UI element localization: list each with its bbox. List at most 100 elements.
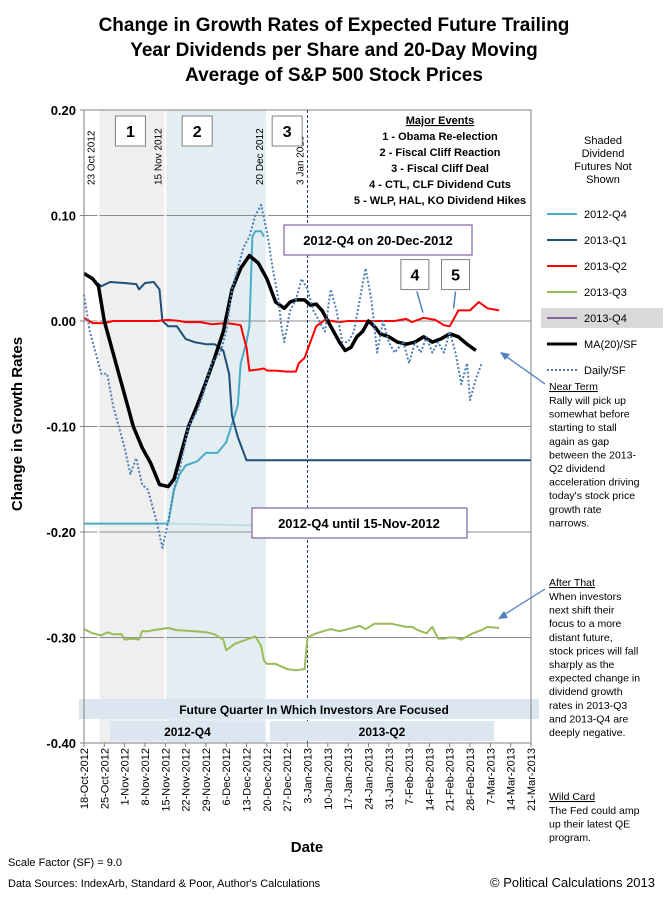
x-tick-label: 31-Jan-2013 (384, 748, 396, 810)
region-number-box (114, 115, 146, 147)
x-tick-label: 28-Feb-2013 (465, 748, 477, 811)
major-event-item: 3 - Fiscal Cliff Deal (391, 163, 489, 175)
x-tick-label: 13-Dec-2012 (242, 748, 254, 812)
near-term-note-line: today's stock price (549, 490, 635, 502)
y-tick-label: -0.10 (46, 420, 76, 435)
after-that-note-line: next shift their (549, 605, 615, 617)
x-tick-label: 14-Feb-2013 (424, 748, 436, 811)
near-term-note-title: Near Term (549, 381, 598, 393)
x-tick-label: 22-Nov-2012 (181, 748, 193, 812)
after-that-note-line: and 2013-Q4 are (549, 713, 629, 725)
after-that-note-line: deeply negative. (549, 727, 625, 739)
near-term-note-line: starting to stall (549, 422, 617, 434)
near-term-note-line: again as gap (549, 436, 609, 448)
chart-annotations: 1 2 3 Major Events 1 - Obama Re-election 2 - … (114, 115, 526, 539)
series-line (84, 230, 265, 525)
legend-label: 2012-Q4 (584, 209, 627, 221)
x-tick-label: 6-Dec-2012 (221, 748, 233, 805)
x-tick-label: 10-Jan-2013 (323, 748, 335, 810)
near-term-arrowhead (500, 352, 510, 360)
near-term-note-line: Q2 dividend (549, 463, 605, 475)
after-that-note-line: rates in 2013-Q3 (549, 700, 627, 712)
copyright: © Political Calculations 2013 (490, 875, 655, 890)
y-axis-title: Change in Growth Rates (9, 337, 26, 511)
data-sources-note: Data Sources: IndexArb, Standard & Poor,… (8, 878, 321, 890)
x-tick-label: 24-Jan-2013 (363, 748, 375, 810)
event-line-label: 15 Nov 2012 (153, 128, 164, 185)
scale-factor-note: Scale Factor (SF) = 9.0 (8, 857, 122, 869)
legend-shaded-heading: Futures Not (574, 161, 631, 173)
region-number-label: 2 (193, 124, 202, 141)
after-that-note-title: After That (549, 577, 595, 589)
near-term-note-line: between the 2013- (549, 449, 636, 461)
x-tick-label: 14-Mar-2013 (506, 748, 518, 811)
focus-band-label: 2012-Q4 (164, 725, 211, 739)
after-that-note-line: expected change in (549, 673, 640, 685)
callout-text: 2012-Q4 until 15-Nov-2012 (278, 516, 440, 531)
near-term-note-line: acceleration driving (549, 477, 640, 489)
legend-shaded-heading: Shaded (584, 135, 622, 147)
series-line (83, 203, 483, 549)
series-line (83, 301, 500, 373)
near-term-note-line: narrows. (549, 517, 589, 529)
event-line-label: 20 Dec 2012 (255, 128, 266, 185)
wild-card-note-title: Wild Card (549, 791, 595, 803)
after-that-note-line: dividend growth (549, 686, 623, 698)
y-tick-label: -0.30 (46, 631, 76, 646)
x-tick-label: 15-Nov-2012 (160, 748, 172, 812)
focus-band-segment (269, 721, 495, 741)
event-marker-label: 4 (410, 268, 419, 285)
after-that-note-line: stock prices will fall (549, 645, 638, 657)
y-tick-label: 0.10 (51, 209, 76, 224)
wild-card-note-line: program. (549, 832, 591, 844)
major-event-item: 5 - WLP, HAL, KO Dividend Hikes (354, 195, 526, 207)
event-marker-label: 5 (451, 268, 460, 285)
near-term-arrow (503, 354, 546, 385)
event-arrow (452, 291, 457, 309)
x-tick-label: 8-Nov-2012 (140, 748, 152, 805)
after-that-arrowhead (498, 611, 508, 619)
legend-label: MA(20)/SF (584, 339, 637, 351)
series-line (83, 272, 531, 462)
x-tick-label: 3-Jan-2013 (303, 748, 315, 804)
event-lines: 23 Oct 2012 15 Nov 2012 20 Dec 2012 3 Jan 2… (87, 110, 308, 743)
x-tick-label: 18-Oct-2012 (79, 748, 91, 809)
region-number-box (271, 115, 303, 147)
legend-shaded-heading: Shown (586, 174, 620, 186)
x-tick-label: 20-Dec-2012 (262, 748, 274, 812)
chart-title-line: Year Dividends per Share and 20-Day Movi… (130, 40, 538, 61)
legend-shaded-heading: Dividend (582, 148, 625, 160)
series-line (83, 253, 477, 489)
wild-card-note-line: up their latest QE (549, 819, 630, 831)
x-tick-label: 29-Nov-2012 (201, 748, 213, 812)
footer: Scale Factor (SF) = 9.0 Data Sources: In… (8, 857, 655, 890)
focus-band-heading: Future Quarter In Which Investors Are Fo… (179, 703, 449, 717)
series-line (168, 522, 265, 527)
x-tick-label: 21-Feb-2013 (445, 748, 457, 811)
x-axis-title: Date (291, 839, 324, 856)
chart-title-line: Change in Growth Rates of Expected Futur… (99, 15, 570, 36)
major-events-heading: Major Events (406, 115, 474, 127)
near-term-note-line: growth rate (549, 504, 602, 516)
legend: 2012-Q4 2013-Q1 2013-Q2 2013-Q3 2013-Q4 MA(20… (541, 135, 663, 377)
callout-box (283, 224, 473, 256)
major-event-item: 4 - CTL, CLF Dividend Cuts (369, 179, 511, 191)
y-tick-label: -0.20 (46, 525, 76, 540)
y-tick-label: -0.40 (46, 736, 76, 751)
focus-band: Future Quarter In Which Investors Are Fo… (79, 699, 539, 741)
near-term-note-line: Rally will pick up (549, 395, 626, 407)
callout-box (251, 507, 468, 539)
y-tick-label: 0.00 (51, 314, 76, 329)
x-tick-label: 21-Mar-2013 (526, 748, 538, 811)
side-notes: Near Term Rally will pick up somewhat befo… (498, 352, 640, 844)
region-number-label: 3 (283, 124, 292, 141)
legend-label: 2013-Q2 (584, 261, 627, 273)
x-tick-label: 25-Oct-2012 (99, 748, 111, 809)
legend-label: 2013-Q1 (584, 235, 627, 247)
after-that-note-line: focus to a more (549, 618, 622, 630)
after-that-arrow (501, 588, 546, 617)
event-arrow (416, 291, 424, 313)
event-marker-box (441, 259, 471, 291)
legend-label: 2013-Q3 (584, 287, 627, 299)
